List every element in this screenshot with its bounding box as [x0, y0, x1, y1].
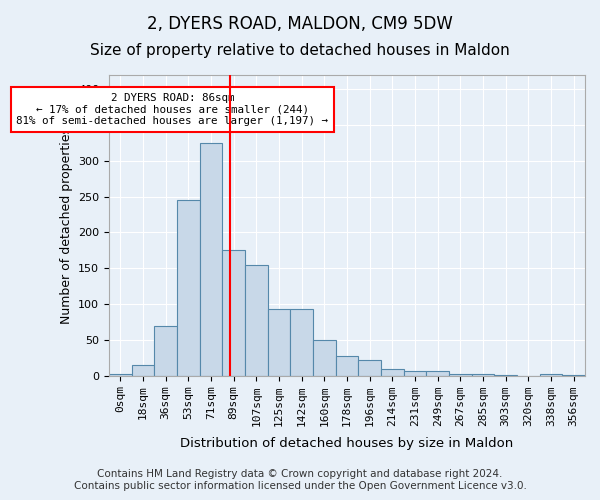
Bar — [131, 365, 154, 376]
Bar — [472, 374, 494, 376]
Bar — [427, 372, 449, 376]
Bar — [177, 200, 200, 376]
Bar — [245, 264, 268, 376]
Text: Contains HM Land Registry data © Crown copyright and database right 2024.
Contai: Contains HM Land Registry data © Crown c… — [74, 470, 526, 491]
Y-axis label: Number of detached properties: Number of detached properties — [59, 127, 73, 324]
Bar — [358, 360, 381, 376]
Text: 2, DYERS ROAD, MALDON, CM9 5DW: 2, DYERS ROAD, MALDON, CM9 5DW — [147, 15, 453, 33]
Text: 2 DYERS ROAD: 86sqm
← 17% of detached houses are smaller (244)
81% of semi-detac: 2 DYERS ROAD: 86sqm ← 17% of detached ho… — [16, 93, 328, 126]
Bar — [268, 309, 290, 376]
Bar — [200, 143, 223, 376]
Bar — [449, 374, 472, 376]
Bar — [335, 356, 358, 376]
Bar — [381, 368, 404, 376]
X-axis label: Distribution of detached houses by size in Maldon: Distribution of detached houses by size … — [181, 437, 514, 450]
Bar — [290, 309, 313, 376]
Bar — [404, 372, 427, 376]
Bar — [109, 374, 131, 376]
Bar — [539, 374, 562, 376]
Text: Size of property relative to detached houses in Maldon: Size of property relative to detached ho… — [90, 42, 510, 58]
Bar — [223, 250, 245, 376]
Bar — [154, 326, 177, 376]
Bar — [562, 375, 585, 376]
Bar — [494, 375, 517, 376]
Bar — [313, 340, 335, 376]
